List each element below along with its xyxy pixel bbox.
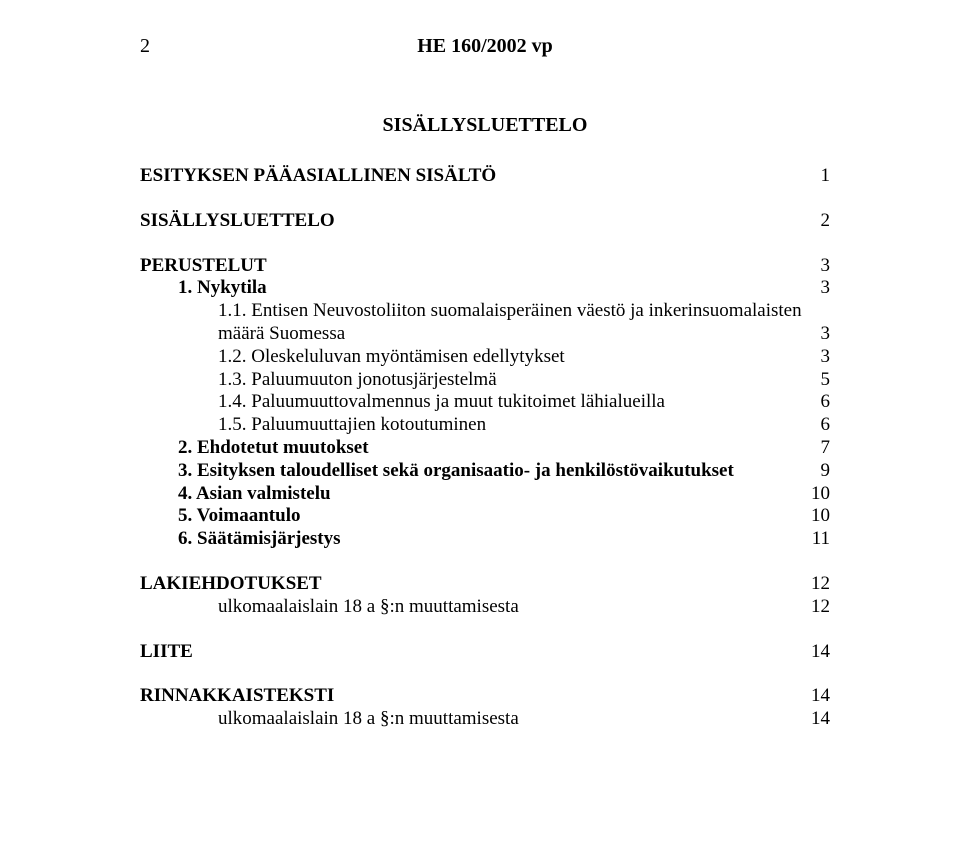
toc-label: PERUSTELUT [140, 255, 267, 278]
toc-page-number: 11 [806, 528, 830, 551]
toc-label: 1.3. Paluumuuton jonotusjärjestelmä [218, 369, 497, 392]
toc-label: ulkomaalaislain 18 a §:n muuttamisesta [218, 596, 519, 619]
toc-page-number: 10 [806, 505, 830, 528]
toc-page-number: 14 [806, 708, 830, 731]
toc-row: SISÄLLYSLUETTELO 2 [140, 210, 830, 233]
toc-row: 5. Voimaantulo 10 [140, 505, 830, 528]
document-id: HE 160/2002 vp [170, 35, 800, 58]
toc-row: 1.2. Oleskeluluvan myöntämisen edellytyk… [140, 346, 830, 369]
toc-label: 4. Asian valmistelu [178, 483, 331, 506]
toc-page-number: 14 [806, 641, 830, 664]
toc-row: 3. Esityksen taloudelliset sekä organisa… [140, 460, 830, 483]
toc-label: SISÄLLYSLUETTELO [140, 210, 335, 233]
toc-label: ulkomaalaislain 18 a §:n muuttamisesta [218, 708, 519, 731]
toc-label: 1.1. Entisen Neuvostoliiton suomalaisper… [218, 300, 802, 323]
toc-label: LIITE [140, 641, 193, 664]
toc-block: ESITYKSEN PÄÄASIALLINEN SISÄLTÖ 1 [140, 165, 830, 188]
toc-row: 6. Säätämisjärjestys 11 [140, 528, 830, 551]
toc-page-number: 3 [806, 323, 830, 346]
toc-page-number: 3 [806, 277, 830, 300]
toc-label: RINNAKKAISTEKSTI [140, 685, 334, 708]
page-number: 2 [140, 35, 170, 58]
toc-label: 5. Voimaantulo [178, 505, 300, 528]
toc-block: PERUSTELUT 3 1. Nykytila 31.1. Entisen Neuv… [140, 255, 830, 551]
toc-label: 2. Ehdotetut muutokset [178, 437, 369, 460]
toc-block: RINNAKKAISTEKSTI14ulkomaalaislain 18 a §… [140, 685, 830, 731]
toc-row: LIITE 14 [140, 641, 830, 664]
toc-page-number: 12 [806, 573, 830, 596]
toc-label: ESITYKSEN PÄÄASIALLINEN SISÄLTÖ [140, 165, 496, 188]
toc-label: määrä Suomessa [218, 323, 345, 346]
toc-label: 1.5. Paluumuuttajien kotoutuminen [218, 414, 486, 437]
toc-row: RINNAKKAISTEKSTI 14 [140, 685, 830, 708]
toc-label: 3. Esityksen taloudelliset sekä organisa… [178, 460, 734, 483]
table-of-contents: ESITYKSEN PÄÄASIALLINEN SISÄLTÖ 1 SISÄLLYS… [140, 165, 830, 731]
toc-row: 4. Asian valmistelu 10 [140, 483, 830, 506]
toc-row: 1.4. Paluumuuttovalmennus ja muut tukito… [140, 391, 830, 414]
toc-block: LAKIEHDOTUKSET12ulkomaalaislain 18 a §:n… [140, 573, 830, 619]
toc-row: 2. Ehdotetut muutokset 7 [140, 437, 830, 460]
toc-row: 1. Nykytila 3 [140, 277, 830, 300]
page-header: 2 HE 160/2002 vp [140, 35, 830, 58]
toc-page-number: 1 [806, 165, 830, 188]
toc-row: 1.3. Paluumuuton jonotusjärjestelmä 5 [140, 369, 830, 392]
toc-page-number: 14 [806, 685, 830, 708]
toc-row: ulkomaalaislain 18 a §:n muuttamisesta 12 [140, 596, 830, 619]
toc-row: ESITYKSEN PÄÄASIALLINEN SISÄLTÖ 1 [140, 165, 830, 188]
toc-page-number: 6 [806, 391, 830, 414]
toc-row: 1.1. Entisen Neuvostoliiton suomalaisper… [140, 300, 830, 323]
toc-title: SISÄLLYSLUETTELO [140, 114, 830, 137]
toc-row: LAKIEHDOTUKSET 12 [140, 573, 830, 596]
toc-row: määrä Suomessa 3 [140, 323, 830, 346]
toc-label: 1. Nykytila [178, 277, 267, 300]
toc-row: 1.5. Paluumuuttajien kotoutuminen 6 [140, 414, 830, 437]
toc-page-number: 3 [806, 346, 830, 369]
toc-row: PERUSTELUT 3 [140, 255, 830, 278]
toc-page-number: 7 [806, 437, 830, 460]
toc-page-number: 10 [806, 483, 830, 506]
toc-page-number: 6 [806, 414, 830, 437]
toc-page-number: 9 [806, 460, 830, 483]
toc-label: LAKIEHDOTUKSET [140, 573, 322, 596]
document-page: 2 HE 160/2002 vp SISÄLLYSLUETTELO ESITYK… [0, 0, 960, 854]
toc-row: ulkomaalaislain 18 a §:n muuttamisesta 14 [140, 708, 830, 731]
toc-page-number: 5 [806, 369, 830, 392]
toc-page-number: 3 [806, 255, 830, 278]
toc-block: SISÄLLYSLUETTELO 2 [140, 210, 830, 233]
toc-label: 6. Säätämisjärjestys [178, 528, 341, 551]
toc-label: 1.4. Paluumuuttovalmennus ja muut tukito… [218, 391, 665, 414]
toc-label: 1.2. Oleskeluluvan myöntämisen edellytyk… [218, 346, 565, 369]
toc-page-number: 12 [806, 596, 830, 619]
toc-block: LIITE 14 [140, 641, 830, 664]
toc-page-number: 2 [806, 210, 830, 233]
